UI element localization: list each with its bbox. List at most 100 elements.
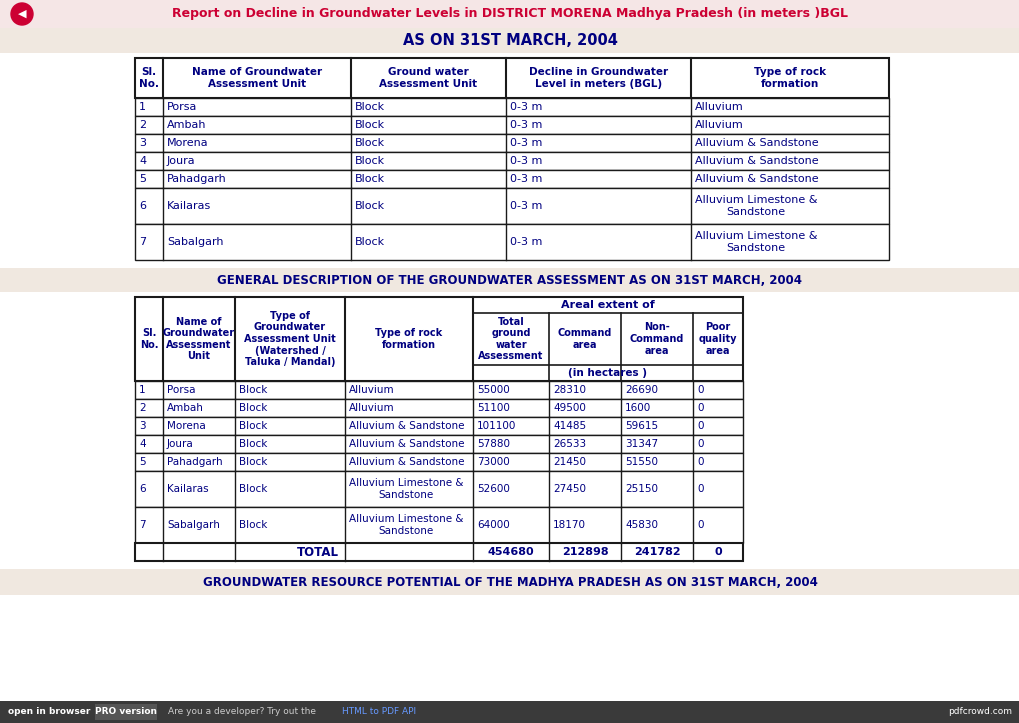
Text: Alluvium: Alluvium [348, 403, 394, 413]
Text: 55000: 55000 [477, 385, 510, 395]
Text: 3: 3 [139, 138, 146, 148]
Bar [0, 268, 1019, 292]
Text: Block: Block [238, 403, 267, 413]
Bar [135, 170, 889, 188]
Text: Alluvium Limestone &
Sandstone: Alluvium Limestone & Sandstone [694, 195, 816, 217]
Text: Sl.
No.: Sl. No. [139, 67, 159, 89]
Text: Block: Block [355, 138, 385, 148]
Bar [135, 381, 742, 399]
Text: 0-3 m: 0-3 m [510, 174, 542, 184]
Text: Sabalgarh: Sabalgarh [167, 237, 223, 247]
Text: 0: 0 [696, 385, 703, 395]
Text: Name of
Groundwater
Assessment
Unit: Name of Groundwater Assessment Unit [163, 317, 234, 362]
Text: 26533: 26533 [552, 439, 586, 449]
Bar [135, 507, 742, 543]
Text: Pahadgarh: Pahadgarh [167, 457, 222, 467]
Text: ◀: ◀ [17, 9, 26, 19]
Text: Pahadgarh: Pahadgarh [167, 174, 226, 184]
Bar [135, 134, 889, 152]
Text: 25150: 25150 [625, 484, 657, 494]
Text: Alluvium: Alluvium [348, 385, 394, 395]
Text: Block: Block [355, 201, 385, 211]
Text: 0-3 m: 0-3 m [510, 102, 542, 112]
Text: Block: Block [355, 237, 385, 247]
Text: 28310: 28310 [552, 385, 586, 395]
Text: Block: Block [238, 484, 267, 494]
Bar [0, 569, 1019, 595]
Text: Block: Block [355, 174, 385, 184]
Text: Total
ground
water
Assessment: Total ground water Assessment [478, 317, 543, 362]
Text: 0-3 m: 0-3 m [510, 138, 542, 148]
Text: Kailaras: Kailaras [167, 484, 209, 494]
Text: (in hectares ): (in hectares ) [568, 368, 647, 378]
Bar [135, 417, 742, 435]
Text: Alluvium Limestone &
Sandstone: Alluvium Limestone & Sandstone [348, 514, 463, 536]
Text: 0-3 m: 0-3 m [510, 237, 542, 247]
Text: 7: 7 [139, 237, 146, 247]
Bar [135, 435, 742, 453]
Text: 6: 6 [139, 201, 146, 211]
Text: Morena: Morena [167, 138, 209, 148]
Text: 2: 2 [139, 403, 146, 413]
Text: 0-3 m: 0-3 m [510, 120, 542, 130]
Bar [135, 543, 742, 561]
Text: 212898: 212898 [561, 547, 607, 557]
Text: Type of rock
formation: Type of rock formation [375, 328, 442, 350]
Bar [0, 28, 1019, 53]
Text: 21450: 21450 [552, 457, 586, 467]
Text: 4: 4 [139, 156, 146, 166]
Text: Report on Decline in Groundwater Levels in DISTRICT MORENA Madhya Pradesh (in me: Report on Decline in Groundwater Levels … [172, 7, 847, 20]
Text: 0: 0 [713, 547, 721, 557]
Text: 0-3 m: 0-3 m [510, 201, 542, 211]
Text: Alluvium & Sandstone: Alluvium & Sandstone [694, 138, 818, 148]
Text: 5: 5 [139, 174, 146, 184]
Text: Alluvium & Sandstone: Alluvium & Sandstone [348, 439, 464, 449]
Text: 0-3 m: 0-3 m [510, 156, 542, 166]
Bar [135, 116, 889, 134]
Bar [135, 453, 742, 471]
Text: Block: Block [238, 421, 267, 431]
Text: 0: 0 [696, 403, 703, 413]
Text: Poor
quality
area: Poor quality area [698, 322, 737, 356]
Text: 2: 2 [139, 120, 146, 130]
Bar [135, 224, 889, 260]
Text: Alluvium & Sandstone: Alluvium & Sandstone [348, 457, 464, 467]
Text: 0: 0 [696, 457, 703, 467]
Text: Ambah: Ambah [167, 403, 204, 413]
Text: TOTAL: TOTAL [297, 545, 338, 558]
Text: Are you a developer? Try out the: Are you a developer? Try out the [168, 708, 319, 716]
Text: 49500: 49500 [552, 403, 585, 413]
Text: 241782: 241782 [633, 547, 680, 557]
Bar [0, 0, 1019, 28]
Text: 0: 0 [696, 439, 703, 449]
Text: Alluvium & Sandstone: Alluvium & Sandstone [694, 156, 818, 166]
Bar [135, 399, 742, 417]
Text: open in browser: open in browser [8, 708, 91, 716]
Text: Joura: Joura [167, 439, 194, 449]
Text: 7: 7 [139, 520, 146, 530]
Text: Sl.
No.: Sl. No. [140, 328, 158, 350]
Text: 26690: 26690 [625, 385, 657, 395]
Text: Block: Block [355, 156, 385, 166]
Text: Alluvium & Sandstone: Alluvium & Sandstone [348, 421, 464, 431]
Bar [135, 152, 889, 170]
Text: Non-
Command
area: Non- Command area [629, 322, 684, 356]
Text: Areal extent of: Areal extent of [560, 300, 654, 310]
Text: 64000: 64000 [477, 520, 510, 530]
Text: AS ON 31ST MARCH, 2004: AS ON 31ST MARCH, 2004 [403, 33, 616, 48]
Bar [0, 701, 1019, 723]
Text: Alluvium: Alluvium [694, 120, 743, 130]
Bar [135, 297, 742, 381]
Text: Decline in Groundwater
Level in meters (BGL): Decline in Groundwater Level in meters (… [529, 67, 667, 89]
Text: 0: 0 [696, 421, 703, 431]
Text: Morena: Morena [167, 421, 206, 431]
Text: Block: Block [238, 439, 267, 449]
Text: Alluvium & Sandstone: Alluvium & Sandstone [694, 174, 818, 184]
Text: Alluvium Limestone &
Sandstone: Alluvium Limestone & Sandstone [694, 231, 816, 253]
Text: Type of rock
formation: Type of rock formation [753, 67, 825, 89]
Text: Block: Block [238, 520, 267, 530]
Text: 101100: 101100 [477, 421, 516, 431]
Bar [135, 188, 889, 224]
Text: Ambah: Ambah [167, 120, 206, 130]
Text: 3: 3 [139, 421, 146, 431]
